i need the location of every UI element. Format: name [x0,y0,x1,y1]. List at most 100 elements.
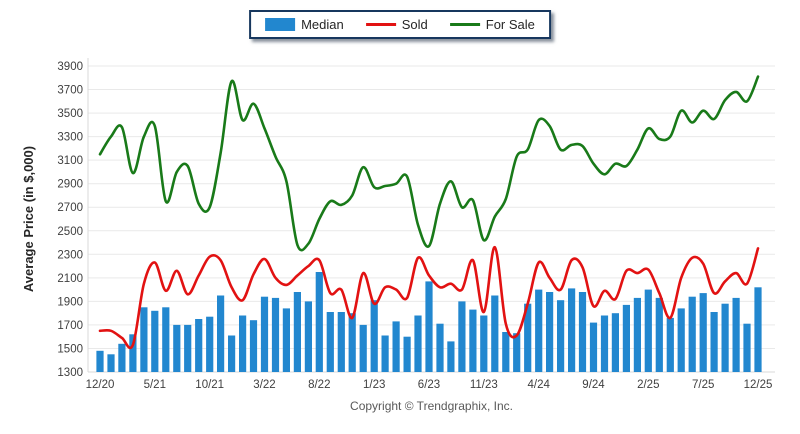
median-bar [348,313,356,372]
svg-text:10/21: 10/21 [195,379,224,391]
median-bar [524,303,532,372]
median-bar [184,324,192,372]
median-bar [326,312,334,372]
legend-item-median[interactable]: Median [265,17,344,32]
median-bar [611,313,619,372]
median-bar [337,312,345,372]
median-bar [677,308,685,372]
median-bar [206,316,214,372]
median-bar [96,350,104,372]
svg-text:5/21: 5/21 [144,379,166,391]
median-bar [271,297,280,372]
y-axis-labels: 1300 1500 1700 1900 2100 2300 2500 2700 2900 3100… [57,61,83,379]
svg-text:12/25: 12/25 [744,379,773,391]
median-bar [557,300,565,372]
x-axis-labels: 12/20 5/21 10/21 3/22 8/22 1/23 6/23 11/23 4/24 9… [86,379,773,391]
median-bar [600,315,609,372]
median-bar [228,335,236,372]
median-bar [546,292,554,372]
median-bar [568,288,576,372]
legend-label-for-sale: For Sale [485,17,535,32]
median-bar [293,292,301,372]
median-bar [447,341,455,372]
svg-text:3300: 3300 [57,132,83,144]
median-bar [381,335,389,372]
median-bar [151,310,159,372]
y-axis-title: Average Price (in $,000) [21,146,36,292]
svg-text:3700: 3700 [57,85,83,97]
svg-text:3100: 3100 [57,155,83,167]
median-bar [699,293,707,372]
median-bar [743,323,751,372]
median-bar [249,320,258,372]
median-bar [469,309,477,372]
median-bar [414,315,422,372]
median-bar [710,312,718,372]
median-bar [721,303,729,372]
median-bar [688,296,696,372]
median-bar [315,272,323,372]
median-bar [304,301,312,372]
svg-text:1500: 1500 [57,343,83,355]
median-bar [589,322,598,372]
median-bar [480,315,488,372]
median-bar [491,295,499,372]
median-bar [129,334,137,372]
svg-text:1900: 1900 [57,296,83,308]
svg-text:11/23: 11/23 [470,379,498,391]
copyright-text: Copyright © Trendgraphix, Inc. [350,399,513,413]
svg-text:4/24: 4/24 [528,379,551,391]
median-bar [403,336,411,372]
median-bar [162,307,170,372]
median-bar [260,296,269,372]
legend-item-for-sale[interactable]: For Sale [449,17,535,32]
legend-label-sold: Sold [401,17,428,32]
median-bar [282,308,290,372]
median-bar [140,307,148,372]
median-bar [370,300,378,372]
sold-line [98,245,760,350]
median-bars [96,272,762,372]
median-bar [754,287,762,372]
median-bar [666,317,674,372]
svg-text:2700: 2700 [57,202,83,214]
median-swatch-icon [265,18,296,31]
svg-text:2500: 2500 [57,226,83,238]
svg-text:2100: 2100 [57,273,83,285]
svg-text:1300: 1300 [57,367,83,379]
median-bar [359,324,367,372]
median-bar [578,292,587,372]
median-bar [502,332,510,372]
median-bar [425,281,433,372]
svg-text:3500: 3500 [57,108,83,120]
median-bar [173,324,181,372]
svg-text:3/22: 3/22 [253,379,275,391]
svg-text:2/25: 2/25 [637,379,659,391]
svg-text:2900: 2900 [57,179,83,191]
svg-text:12/20: 12/20 [86,379,115,391]
for-sale-swatch-icon [449,23,480,26]
svg-text:1700: 1700 [57,320,83,332]
median-bar [732,297,740,372]
median-bar [118,343,126,372]
median-bar [513,333,521,372]
median-bar [535,289,543,372]
median-bar [633,297,641,372]
svg-text:3900: 3900 [57,61,83,73]
svg-text:9/24: 9/24 [582,379,605,391]
for-sale-line [98,75,760,252]
median-bar [436,323,444,372]
legend-label-median: Median [301,17,344,32]
chart-legend: Median Sold For Sale [249,10,551,39]
median-bar [622,304,630,372]
median-bar [239,315,247,372]
median-bar [458,301,466,372]
median-bar [195,319,203,372]
median-bar [217,295,225,372]
legend-item-sold[interactable]: Sold [365,17,428,32]
svg-text:6/23: 6/23 [418,379,440,391]
median-bar [644,289,652,372]
svg-text:2300: 2300 [57,249,83,261]
